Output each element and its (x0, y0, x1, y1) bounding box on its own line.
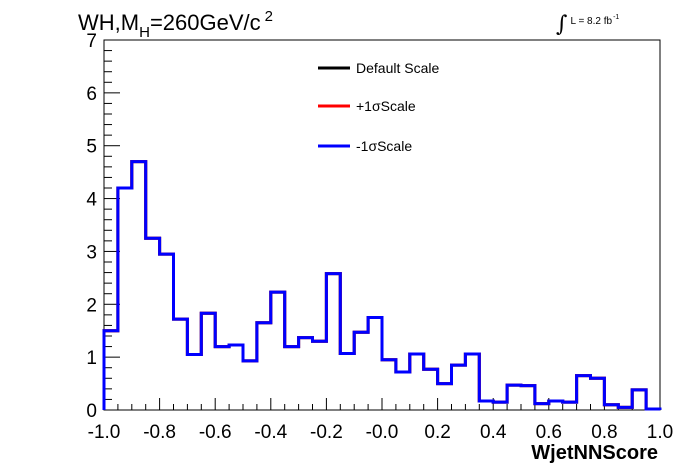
y-tick-label: 1 (86, 348, 97, 369)
series-line-2 (102, 160, 662, 411)
x-axis: -1.0 -0.8 -0.6 -0.4 -0.2 -0.0 0.2 0.4 0.6 0.8 1.0 (88, 398, 673, 443)
x-tick-label: 0.4 (480, 422, 507, 443)
title-subscript: H (139, 24, 150, 41)
x-tick-label: -0.4 (254, 422, 287, 443)
y-tick-label: 6 (86, 84, 97, 105)
series-line-3 (102, 160, 662, 411)
x-tick-label: 0.6 (536, 422, 562, 443)
x-axis-title: WjetNNScore (531, 442, 658, 464)
legend-label: Default Scale (356, 60, 439, 76)
legend: Default Scale +1σScale -1σScale (318, 60, 439, 154)
x-tick-label: -0.6 (199, 422, 232, 443)
luminosity-exponent: -1 (613, 14, 620, 21)
title-base: WH,M (78, 10, 140, 35)
y-tick-label: 3 (86, 242, 97, 263)
series-layer (102, 160, 662, 411)
x-tick-label: -1.0 (88, 422, 121, 443)
legend-label: +1σScale (356, 98, 416, 114)
y-tick-label: 7 (86, 31, 97, 52)
luminosity-text: L = 8.2 fb (570, 16, 613, 27)
luminosity-label: ∫ L = 8.2 fb-1 (556, 12, 619, 37)
x-tick-label: 0.8 (591, 422, 617, 443)
series-line-1 (102, 160, 662, 411)
x-tick-label: -0.8 (143, 422, 176, 443)
legend-label: -1σScale (356, 138, 412, 154)
x-tick-label: 1.0 (647, 422, 673, 443)
y-tick-label: 4 (86, 190, 97, 211)
x-tick-label: 0.2 (424, 422, 450, 443)
integral-symbol: ∫ (556, 12, 568, 37)
x-tick-label: -0.2 (310, 422, 343, 443)
y-tick-label: 0 (86, 401, 97, 422)
title-superscript: 2 (264, 8, 273, 25)
title-value: =260GeV/c (149, 10, 261, 35)
y-tick-label: 2 (86, 295, 97, 316)
y-tick-label: 5 (86, 137, 97, 158)
chart-title: WH,MH=260GeV/c 2 (78, 8, 273, 41)
x-tick-label: -0.0 (366, 422, 399, 443)
